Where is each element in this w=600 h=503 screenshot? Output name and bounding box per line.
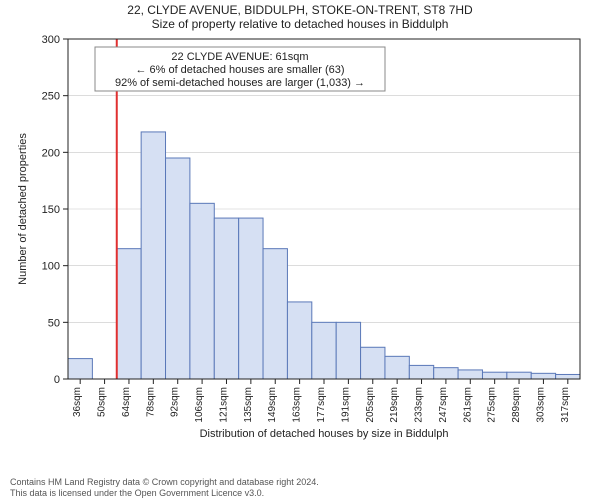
annotation-line-3: 92% of semi-detached houses are larger (… [115, 77, 365, 89]
x-tick-label: 275sqm [487, 387, 498, 423]
x-tick-label: 149sqm [267, 387, 278, 423]
histogram-bar [287, 302, 311, 379]
histogram-chart: 0 50 100 150 200 250 300 36sqm 50sqm 64sqm 78sqm 92… [10, 33, 590, 443]
x-tick-label: 261sqm [462, 387, 473, 423]
footer-line-2: This data is licensed under the Open Gov… [10, 488, 590, 499]
x-tick-label: 317sqm [560, 387, 571, 423]
histogram-bar [434, 368, 458, 379]
x-tick-label: 247sqm [438, 387, 449, 423]
x-tick-label: 303sqm [535, 387, 546, 423]
histogram-bar [556, 374, 580, 379]
svg-text:0: 0 [54, 374, 60, 386]
svg-text:300: 300 [42, 34, 60, 46]
x-tick-label: 205sqm [365, 387, 376, 423]
x-tick-label: 177sqm [316, 387, 327, 423]
svg-text:50: 50 [48, 317, 60, 329]
histogram-bar [385, 356, 409, 379]
x-tick-label: 64sqm [121, 387, 132, 417]
x-tick-label: 121sqm [218, 387, 229, 423]
histogram-bar [68, 359, 92, 379]
svg-text:100: 100 [42, 261, 60, 273]
title-subtitle: Size of property relative to detached ho… [0, 17, 600, 31]
annotation-line-1: 22 CLYDE AVENUE: 61sqm [171, 51, 308, 63]
histogram-bar [214, 218, 238, 379]
histogram-bar [166, 158, 190, 379]
x-axis-label: Distribution of detached houses by size … [200, 428, 449, 440]
chart-container: 0 50 100 150 200 250 300 36sqm 50sqm 64sqm 78sqm 92… [10, 33, 590, 448]
histogram-bar [312, 322, 336, 379]
histogram-bar [336, 322, 360, 379]
x-tick-label: 106sqm [194, 387, 205, 423]
x-tick-label: 233sqm [414, 387, 425, 423]
histogram-bar [190, 203, 214, 379]
svg-text:200: 200 [42, 147, 60, 159]
x-tick-label: 289sqm [511, 387, 522, 423]
x-tick-label: 191sqm [340, 387, 351, 423]
annotation-line-2: ← 6% of detached houses are smaller (63) [135, 64, 344, 76]
histogram-bar [263, 249, 287, 379]
x-tick-label: 135sqm [243, 387, 254, 423]
title-address: 22, CLYDE AVENUE, BIDDULPH, STOKE-ON-TRE… [0, 3, 600, 17]
histogram-bar [507, 372, 531, 379]
histogram-bar [117, 249, 141, 379]
x-tick-label: 219sqm [389, 387, 400, 423]
x-tick-label: 50sqm [97, 387, 108, 417]
y-axis-label: Number of detached properties [17, 133, 29, 285]
histogram-bar [482, 372, 506, 379]
histogram-bar [409, 365, 433, 379]
histogram-bar [239, 218, 263, 379]
histogram-bar [458, 370, 482, 379]
x-tick-label: 163sqm [292, 387, 303, 423]
footer-line-1: Contains HM Land Registry data © Crown c… [10, 477, 590, 488]
svg-text:150: 150 [42, 204, 60, 216]
x-tick-label: 36sqm [72, 387, 83, 417]
x-tick-label: 92sqm [170, 387, 181, 417]
svg-text:250: 250 [42, 91, 60, 103]
footer: Contains HM Land Registry data © Crown c… [10, 477, 590, 499]
histogram-bar [531, 373, 555, 379]
histogram-bar [141, 132, 165, 379]
histogram-bar [361, 347, 385, 379]
x-tick-label: 78sqm [145, 387, 156, 417]
